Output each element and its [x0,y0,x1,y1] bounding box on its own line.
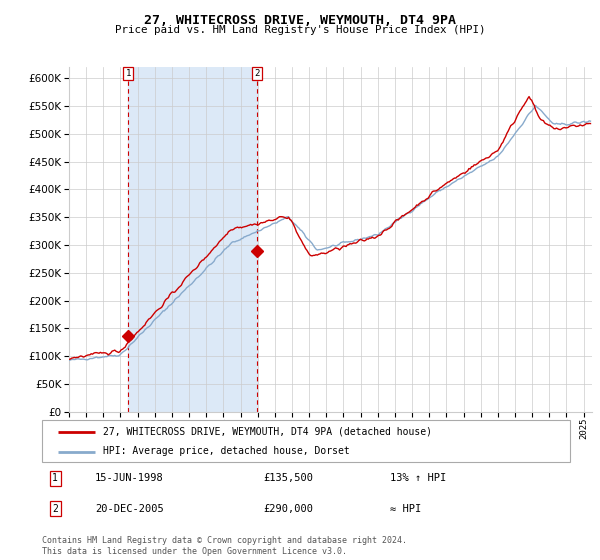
Bar [128,67,257,412]
Text: 1: 1 [125,69,131,78]
Text: 2: 2 [52,504,58,514]
Text: 15-JUN-1998: 15-JUN-1998 [95,473,164,483]
Text: HPI: Average price, detached house, Dorset: HPI: Average price, detached house, Dors… [103,446,349,456]
Text: 27, WHITECROSS DRIVE, WEYMOUTH, DT4 9PA (detached house): 27, WHITECROSS DRIVE, WEYMOUTH, DT4 9PA … [103,427,432,437]
Text: £135,500: £135,500 [264,473,314,483]
Text: Contains HM Land Registry data © Crown copyright and database right 2024.
This d: Contains HM Land Registry data © Crown c… [42,536,407,556]
Text: 27, WHITECROSS DRIVE, WEYMOUTH, DT4 9PA: 27, WHITECROSS DRIVE, WEYMOUTH, DT4 9PA [144,14,456,27]
Text: Price paid vs. HM Land Registry's House Price Index (HPI): Price paid vs. HM Land Registry's House … [115,25,485,35]
Text: 13% ↑ HPI: 13% ↑ HPI [391,473,447,483]
Text: 2: 2 [254,69,260,78]
Text: £290,000: £290,000 [264,504,314,514]
Text: ≈ HPI: ≈ HPI [391,504,422,514]
FancyBboxPatch shape [42,420,570,462]
Text: 1: 1 [52,473,58,483]
Text: 20-DEC-2005: 20-DEC-2005 [95,504,164,514]
